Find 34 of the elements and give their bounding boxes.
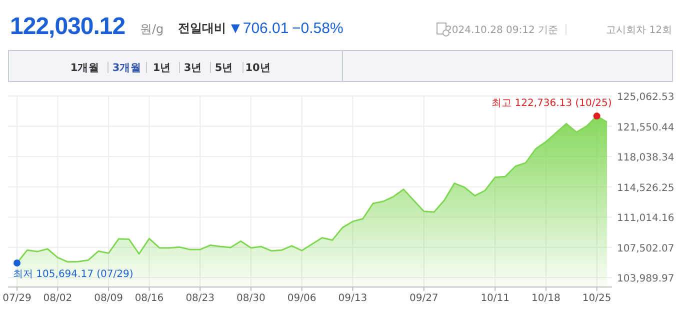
text: 원/g	[140, 22, 164, 36]
text: 2024.10.28 09:12 기준	[446, 25, 558, 36]
y-tick-label: 103,989.97	[617, 274, 674, 285]
x-tick-label: 09/13	[338, 293, 368, 304]
chart-title: 122,030.12	[10, 13, 126, 40]
y-tick-label: 111,014.16	[617, 213, 674, 224]
annotation: 최저 105,694.17 (07/29)	[13, 268, 134, 280]
text: 고시회차 12회	[606, 25, 672, 36]
x-tick-label: 08/30	[236, 293, 266, 304]
text: ▼706.01	[228, 20, 289, 37]
text: 1개월	[70, 62, 100, 74]
y-tick-label: 107,502.07	[617, 243, 674, 254]
x-tick-label: 10/11	[480, 293, 510, 304]
x-tick-label: 07/29	[2, 293, 32, 304]
x-tick-label: 08/23	[186, 293, 215, 304]
annotation: 최고 122,736.13 (10/25)	[492, 98, 612, 110]
x-tick-label: 10/25	[582, 293, 612, 304]
x-tick-label: 10/18	[532, 293, 560, 304]
text: −0.58%	[292, 20, 344, 37]
y-tick-label: 125,062.53	[617, 92, 674, 103]
text: 5년	[214, 62, 234, 74]
y-tick-label: 118,038.34	[617, 152, 674, 164]
x-tick-label: 08/16	[134, 293, 164, 304]
text: 10년	[245, 62, 271, 74]
y-tick-label: 114,526.25	[617, 182, 674, 194]
text: 전일대비	[178, 21, 226, 35]
text: 1년	[152, 62, 172, 74]
x-tick-label: 08/02	[43, 293, 72, 304]
text: 3년	[184, 62, 202, 74]
text: 3개월	[112, 62, 142, 74]
x-tick-label: 08/09	[94, 293, 123, 304]
x-tick-label: 09/27	[409, 293, 438, 304]
y-tick-label: 121,550.44	[617, 122, 674, 134]
x-tick-label: 09/06	[287, 293, 316, 304]
